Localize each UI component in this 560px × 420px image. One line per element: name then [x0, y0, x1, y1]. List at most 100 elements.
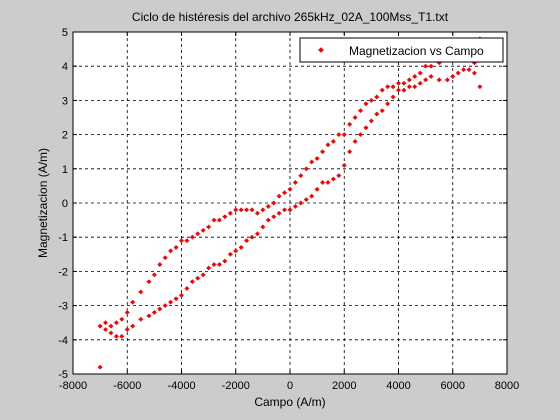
data-point [238, 207, 244, 213]
y-tick-label: 2 [62, 130, 68, 142]
x-tick-label: 2000 [332, 380, 356, 392]
data-point [151, 272, 157, 278]
data-point [357, 132, 364, 138]
data-point [227, 251, 233, 257]
x-tick-label: 6000 [441, 380, 465, 392]
data-point [216, 262, 223, 268]
grid-lines [73, 32, 507, 374]
data-point [146, 279, 152, 285]
y-tick-label: 1 [62, 164, 68, 176]
data-point [336, 173, 342, 179]
data-point [146, 313, 152, 319]
data-point [97, 323, 103, 329]
data-point [138, 289, 144, 295]
data-point [216, 217, 223, 223]
data-point [298, 173, 304, 179]
data-point [406, 77, 412, 83]
data-point [222, 214, 228, 220]
data-point [276, 193, 282, 199]
data-point [303, 197, 309, 203]
data-point [244, 207, 250, 213]
data-point [271, 200, 277, 206]
data-point [309, 159, 315, 165]
data-point [303, 166, 309, 172]
data-point [292, 203, 298, 209]
data-point [211, 217, 217, 223]
data-point [113, 320, 119, 326]
data-point [206, 224, 212, 230]
data-point [97, 364, 103, 370]
data-point [249, 207, 255, 213]
data-point [368, 97, 374, 103]
data-point [254, 231, 261, 237]
data-point [395, 80, 402, 86]
data-point [222, 258, 228, 264]
x-axis-label: Campo (A/m) [254, 395, 325, 409]
data-point [282, 190, 288, 196]
legend-label: Magnetizacion vs Campo [349, 44, 484, 58]
data-point [412, 73, 418, 80]
data-point [466, 67, 472, 73]
data-point [206, 265, 212, 271]
data-point [195, 275, 201, 281]
data-point [390, 84, 396, 90]
data-point [314, 186, 320, 192]
data-point [108, 323, 114, 329]
data-point [444, 77, 450, 83]
data-point [260, 224, 266, 230]
data-point [184, 238, 190, 244]
data-point [119, 333, 125, 339]
data-point [162, 303, 168, 309]
data-point [227, 210, 233, 216]
data-point [282, 207, 288, 213]
data-point [157, 262, 163, 268]
data-point [325, 142, 331, 148]
data-point [477, 84, 483, 90]
y-tick-label: 5 [62, 27, 68, 39]
data-point [423, 77, 429, 83]
y-tick-label: -3 [58, 301, 68, 313]
data-point [138, 316, 144, 322]
data-point [417, 70, 423, 76]
y-tick-label: 0 [62, 198, 68, 210]
data-point [357, 108, 364, 114]
y-tick-label: -1 [58, 232, 68, 244]
data-point [455, 70, 461, 76]
data-point [363, 101, 369, 107]
data-point [363, 125, 369, 131]
data-point [119, 316, 125, 322]
data-point [178, 238, 185, 244]
data-point [374, 111, 380, 117]
plot-frame [72, 31, 508, 375]
data-point [271, 214, 277, 220]
data-point [341, 162, 347, 168]
data-point [113, 333, 119, 339]
y-tick-label: -2 [58, 266, 68, 278]
data-point [260, 207, 266, 213]
data-point [385, 84, 391, 90]
data-point [347, 149, 353, 155]
data-point [417, 80, 423, 86]
x-tick-label: -4000 [167, 380, 195, 392]
data-point [157, 306, 163, 312]
data-point [428, 63, 434, 69]
x-tick-label: -6000 [113, 380, 141, 392]
data-point [178, 292, 185, 298]
data-point [341, 132, 347, 138]
data-point [130, 323, 136, 329]
data-point [319, 179, 326, 186]
data-point [173, 296, 179, 302]
data-point [352, 138, 358, 144]
data-point [401, 80, 407, 86]
x-tick-label: 0 [287, 380, 293, 392]
x-tick-label: 4000 [386, 380, 410, 392]
data-point [325, 179, 331, 186]
x-tick-label: 8000 [495, 380, 519, 392]
x-tick-label: -2000 [222, 380, 250, 392]
data-point [287, 207, 293, 213]
data-point [238, 244, 244, 251]
data-point [168, 248, 174, 254]
data-point [254, 210, 261, 216]
data-point [108, 330, 114, 336]
